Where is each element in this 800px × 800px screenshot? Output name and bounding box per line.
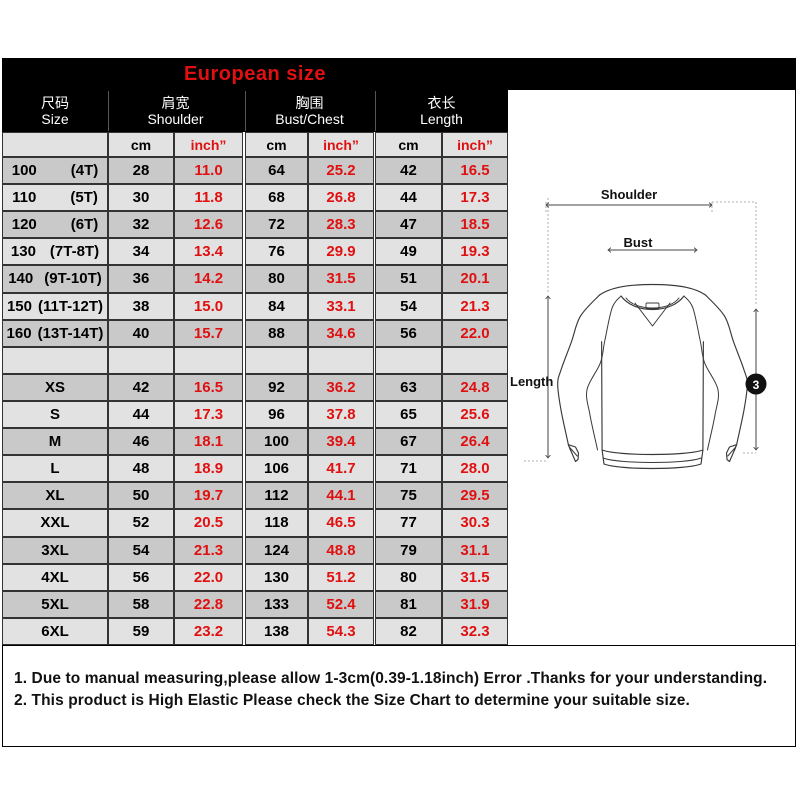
svg-text:Shoulder: Shoulder: [601, 187, 657, 202]
svg-text:Length: Length: [510, 374, 553, 389]
svg-text:Bust: Bust: [624, 235, 654, 250]
svg-text:3: 3: [753, 378, 760, 392]
